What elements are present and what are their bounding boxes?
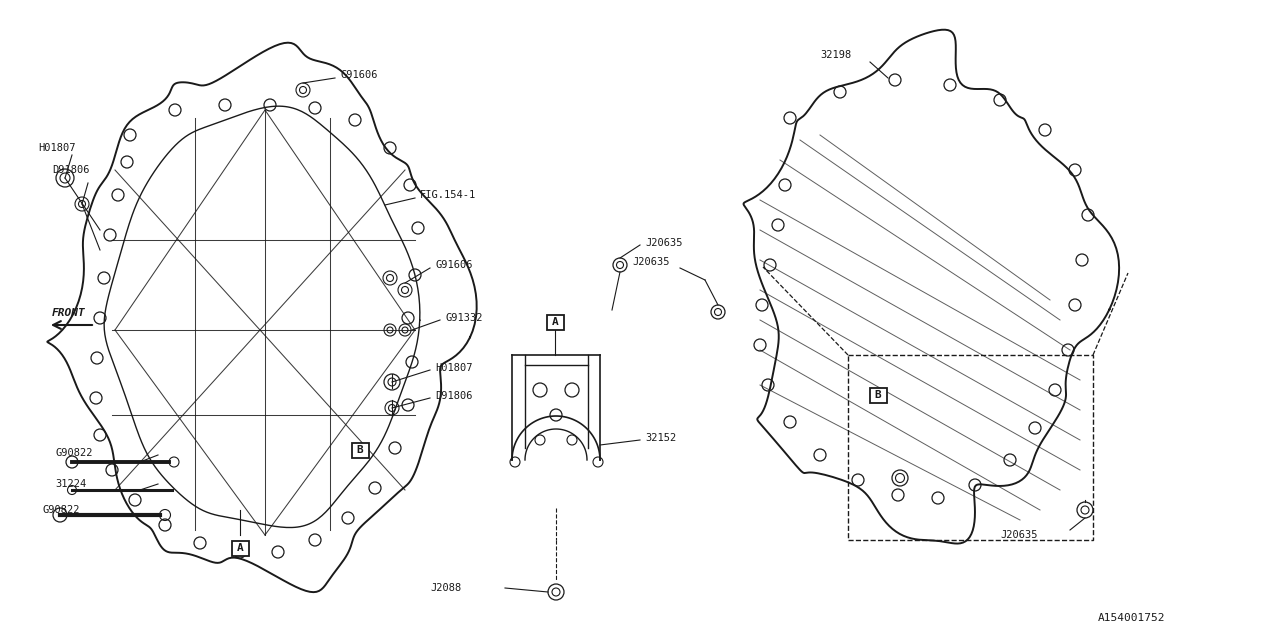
- Text: A: A: [237, 543, 243, 553]
- Text: 32198: 32198: [820, 50, 851, 60]
- Bar: [232, 541, 248, 556]
- Bar: [869, 387, 887, 403]
- Text: B: B: [357, 445, 364, 455]
- Text: H01807: H01807: [38, 143, 76, 153]
- Text: D91806: D91806: [435, 391, 472, 401]
- Text: B: B: [874, 390, 882, 400]
- Text: 31224: 31224: [55, 479, 86, 489]
- Text: H01807: H01807: [435, 363, 472, 373]
- Text: J20635: J20635: [1000, 530, 1038, 540]
- Text: FRONT: FRONT: [52, 308, 86, 318]
- Text: D91806: D91806: [52, 165, 90, 175]
- Text: G91606: G91606: [435, 260, 472, 270]
- Bar: [547, 314, 563, 330]
- Text: J20635: J20635: [632, 257, 669, 267]
- Text: A: A: [552, 317, 558, 327]
- Text: 32152: 32152: [645, 433, 676, 443]
- Text: G90822: G90822: [42, 505, 79, 515]
- Text: G91606: G91606: [340, 70, 378, 80]
- Text: A154001752: A154001752: [1097, 613, 1165, 623]
- Text: G90822: G90822: [55, 448, 92, 458]
- Text: J2088: J2088: [430, 583, 461, 593]
- Text: J20635: J20635: [645, 238, 682, 248]
- Bar: [849, 355, 1093, 540]
- Text: FIG.154-1: FIG.154-1: [420, 190, 476, 200]
- Bar: [352, 442, 369, 458]
- Text: G91332: G91332: [445, 313, 483, 323]
